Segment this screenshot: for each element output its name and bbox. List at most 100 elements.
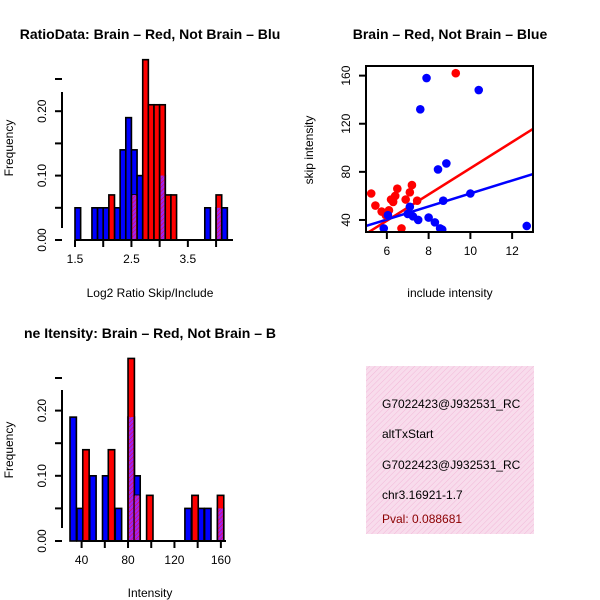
point-brain [397, 224, 406, 232]
point-not-brain [413, 215, 423, 225]
point-brain [393, 184, 402, 193]
ratio-histogram-x-label: Log2 Ratio Skip/Include [87, 286, 214, 300]
point-brain [451, 68, 461, 78]
bar-not-brain [102, 207, 110, 241]
scatter-y-ticks: 40 80 120 160 [339, 65, 366, 227]
point-not-brain [424, 213, 433, 222]
bar-brain [170, 194, 178, 241]
ratio-histogram-x-ticks: 1.5 2.5 3.5 [67, 240, 218, 266]
fit-line-not-brain [366, 172, 533, 228]
point-brain [390, 191, 400, 201]
y-tick-label: 80 [339, 165, 353, 179]
point-brain [371, 201, 380, 210]
bar-not-brain [220, 207, 229, 241]
point-not-brain [415, 105, 425, 114]
intensity-histogram-y-label: Frequency [2, 422, 16, 479]
y-tick-label: 0.00 [35, 228, 49, 252]
y-tick-label: 0.20 [35, 99, 49, 123]
y-tick-label: 0.20 [35, 399, 49, 423]
point-not-brain [438, 196, 448, 206]
x-tick-label: 3.5 [180, 252, 197, 266]
bar-not-brain [124, 116, 133, 241]
point-not-brain [442, 159, 451, 168]
y-tick-label: 120 [339, 113, 353, 133]
bar-overlap [129, 417, 134, 540]
point-brain [405, 188, 415, 197]
x-tick-label: 160 [211, 553, 231, 567]
bar-brain [81, 448, 90, 542]
bar-brain [153, 103, 161, 241]
bar-not-brain [113, 207, 121, 241]
info-gene-id: G7022423@J932531_RC [382, 397, 521, 411]
bar-not-brain [184, 507, 193, 542]
intensity-scatter: Brain – Red, Not Brain – Blue 40 80 120 160… [302, 26, 547, 300]
bar-overlap [217, 207, 221, 239]
point-not-brain [522, 221, 532, 231]
intensity-histogram-x-label: Intensity [128, 586, 173, 600]
scatter-plot-area [366, 68, 533, 232]
x-tick-label: 8 [425, 244, 432, 258]
point-not-brain [433, 165, 443, 174]
scatter-y-label: skip intensity [302, 116, 316, 185]
bar-not-brain [91, 207, 99, 241]
bar-brain [107, 448, 116, 542]
x-tick-label: 1.5 [67, 252, 84, 266]
point-not-brain [466, 189, 475, 198]
bar-not-brain [96, 207, 105, 241]
bar-not-brain [114, 507, 123, 542]
bar-brain [191, 494, 200, 542]
ratio-histogram: RatioData: Brain – Red, Not Brain – Blu … [2, 26, 280, 300]
info-gene-id-2: G7022423@J932531_RC [382, 458, 521, 472]
bar-brain [164, 194, 172, 241]
x-tick-label: 2.5 [123, 252, 140, 266]
bar-brain [141, 58, 150, 241]
point-not-brain [379, 224, 389, 232]
point-not-brain [422, 73, 431, 83]
info-event-type: altTxStart [382, 427, 434, 441]
ratio-histogram-title: RatioData: Brain – Red, Not Brain – Blu [20, 26, 281, 42]
scatter-x-ticks: 6 8 10 12 [384, 232, 519, 258]
intensity-histogram-y-ticks: 0.00 0.10 0.20 [35, 377, 62, 553]
bar-brain [147, 103, 155, 241]
x-tick-label: 80 [121, 553, 135, 567]
info-pval: Pval: 0.088681 [382, 512, 462, 526]
y-tick-label: 0.10 [35, 464, 49, 488]
y-tick-label: 40 [339, 213, 353, 227]
bar-overlap [134, 495, 140, 540]
bar-overlap [218, 508, 223, 540]
info-location: chr3.16921-1.7 [382, 488, 463, 502]
point-brain [407, 180, 417, 190]
y-tick-label: 0.00 [35, 529, 49, 553]
intensity-histogram-title: ne Itensity: Brain – Red, Not Brain – B [24, 325, 276, 341]
x-tick-label: 6 [384, 244, 391, 258]
point-brain [412, 196, 422, 206]
x-tick-label: 120 [164, 553, 184, 567]
bar-not-brain [203, 207, 212, 241]
info-panel-background [366, 366, 534, 534]
scatter-x-label: include intensity [407, 286, 492, 300]
ratio-histogram-y-ticks: 0.00 0.10 0.20 [35, 78, 62, 252]
bar-not-brain [88, 474, 97, 542]
scatter-frame [365, 65, 534, 233]
bar-not-brain [119, 149, 127, 241]
y-tick-label: 160 [339, 65, 353, 85]
intensity-histogram-bars [69, 357, 225, 542]
ratio-histogram-bars [74, 58, 229, 241]
ratio-histogram-y-label: Frequency [2, 120, 16, 177]
x-tick-label: 40 [75, 553, 89, 567]
bar-not-brain [136, 174, 144, 241]
point-not-brain [383, 210, 393, 220]
point-not-brain [437, 225, 447, 232]
point-not-brain [430, 218, 440, 227]
bar-overlap [160, 175, 165, 239]
bar-brain [108, 194, 116, 241]
point-brain [366, 189, 376, 198]
intensity-histogram: ne Itensity: Brain – Red, Not Brain – B … [2, 325, 276, 600]
y-tick-label: 0.10 [35, 164, 49, 188]
intensity-histogram-x-ticks: 40 80 120 160 [75, 541, 231, 567]
bar-not-brain [203, 507, 212, 542]
bar-not-brain [69, 416, 78, 542]
bar-not-brain [74, 207, 82, 241]
x-tick-label: 10 [464, 244, 478, 258]
